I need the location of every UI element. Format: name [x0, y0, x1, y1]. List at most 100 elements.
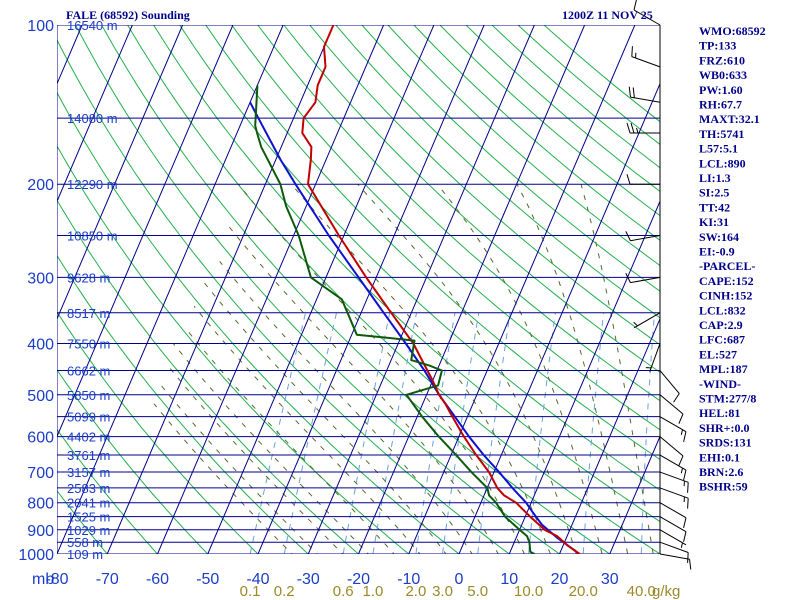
- height-label: 1029 m: [67, 523, 110, 538]
- wind-barb-staff: [659, 454, 687, 471]
- profile-lines: [249, 25, 583, 554]
- isotherm: [508, 200, 660, 554]
- dry-adiabat: [153, 25, 660, 523]
- wind-barb-full: [628, 86, 631, 98]
- wind-barb-staff: [659, 370, 680, 394]
- dry-adiabat: [75, 25, 561, 554]
- index-line: TP:133: [699, 39, 736, 53]
- isotherm: [358, 25, 586, 554]
- wind-barb-staff: [659, 529, 687, 546]
- pressure-unit-label: mb: [32, 571, 54, 588]
- index-line: -WIND-: [699, 377, 741, 391]
- isotherm: [207, 25, 435, 554]
- dry-adiabat: [57, 199, 360, 554]
- wind-barb-full: [687, 482, 689, 493]
- wind-barb-staff: [659, 502, 687, 519]
- height-label: 7550 m: [67, 336, 110, 351]
- dry-adiabat: [231, 25, 660, 431]
- pressure-tick: 1000: [18, 547, 54, 564]
- wind-barb: [659, 416, 687, 442]
- isotherm: [458, 82, 660, 554]
- wind-barb-staff: [659, 394, 684, 415]
- wind-barb: [659, 502, 687, 529]
- index-panel: WMO:68592TP:133FRZ:610WB0:633PW:1.60RH:6…: [699, 24, 766, 494]
- wind-barb-full: [678, 413, 684, 424]
- index-line: CINH:152: [699, 289, 752, 303]
- wind-barb: [659, 394, 684, 424]
- wind-barb-staff: [630, 276, 661, 284]
- mixing-ratio-tick: 5.0: [467, 583, 488, 600]
- index-line: LI:1.3: [699, 171, 731, 185]
- mixing-ratio-tick: 2.0: [405, 583, 426, 600]
- mixing-ratio-tick: 0.6: [333, 583, 354, 600]
- temperature-tick: -70: [96, 571, 119, 588]
- wind-barb: [626, 122, 660, 134]
- wind-barb: [626, 174, 660, 185]
- mixing-ratio-tick: 0.1: [240, 583, 261, 600]
- pressure-tick: 400: [27, 336, 54, 353]
- mixing-ratio-tick: 1.0: [362, 583, 383, 600]
- height-labels: 16540 m 14080 m 12290 m 10850 m 9628 m 8517 m…: [67, 18, 118, 562]
- mixing-ratio-line: [249, 312, 306, 554]
- index-line: SW:164: [699, 230, 739, 244]
- height-label: 6662 m: [67, 364, 110, 379]
- index-line: SI:2.5: [699, 186, 729, 200]
- wind-barb-full: [625, 273, 631, 283]
- dry-adiabat: [57, 489, 108, 554]
- moist-adiabat: [160, 385, 319, 554]
- wind-barb-half: [633, 321, 638, 327]
- wind-barb-half: [680, 467, 684, 474]
- wind-barb-half: [680, 429, 684, 435]
- index-line: EHI:0.1: [699, 450, 740, 464]
- temperature-tick: 10: [500, 571, 518, 588]
- wind-barb-staff: [659, 541, 689, 553]
- height-label: 14080 m: [67, 111, 118, 126]
- wind-barb-full: [683, 517, 687, 529]
- pressure-tick: 300: [27, 270, 54, 287]
- pressure-tick: 800: [27, 496, 54, 513]
- index-line: PW:1.60: [699, 83, 743, 97]
- index-line: HEL:81: [699, 406, 740, 420]
- moist-adiabat: [290, 183, 551, 554]
- moist-adiabat: [357, 183, 577, 554]
- temperature-tick: -60: [146, 571, 169, 588]
- temperature-axis: -80 -70 -60 -50 -40 -30 -20 -10 0 10 20 30: [45, 571, 618, 588]
- mixing-ratio-line: [528, 312, 556, 554]
- dry-adiabat: [101, 25, 611, 554]
- isotherm: [307, 25, 535, 554]
- pressure-tick: 500: [27, 388, 54, 405]
- temperature-tick: 0: [455, 571, 464, 588]
- index-line: MAXT:32.1: [699, 112, 760, 126]
- index-line: EI:-0.9: [699, 245, 735, 259]
- wind-barb-staff: [659, 471, 689, 483]
- index-line: -PARCEL-: [699, 259, 755, 273]
- pressure-tick: 200: [27, 177, 54, 194]
- mixing-ratio-tick: 20.0: [569, 583, 598, 600]
- wind-barb: [659, 541, 689, 563]
- height-label: 12290 m: [67, 177, 118, 192]
- index-line: MPL:187: [699, 362, 748, 376]
- height-label: 10850 m: [67, 229, 118, 244]
- height-label: 1525 m: [67, 510, 110, 525]
- wind-barb: [625, 231, 661, 242]
- wind-barb-full: [678, 455, 684, 466]
- wind-barb-full: [689, 559, 692, 570]
- height-label: 3157 m: [67, 465, 110, 480]
- index-line: WB0:633: [699, 68, 747, 82]
- index-line: WMO:68592: [699, 24, 766, 38]
- mixing-ratio-axis: 0.1 0.2 0.6 1.0 2.0 3.0 5.0 10.0 20.0 40.0g/kg: [240, 583, 681, 600]
- wind-barb-staff: [659, 416, 687, 433]
- height-label: 109 m: [67, 547, 103, 562]
- height-label: 9628 m: [67, 270, 110, 285]
- wind-barb-half: [636, 127, 639, 134]
- wind-barb-full: [626, 122, 631, 134]
- wind-barb-half: [680, 542, 684, 548]
- wind-barb-full: [632, 87, 635, 98]
- dry-adiabat: [283, 25, 660, 373]
- wind-barb: [659, 454, 687, 481]
- index-line: LFC:687: [699, 333, 745, 347]
- wind-barb: [633, 0, 661, 26]
- height-label: 2041 m: [67, 496, 110, 511]
- isotherm: [408, 25, 636, 554]
